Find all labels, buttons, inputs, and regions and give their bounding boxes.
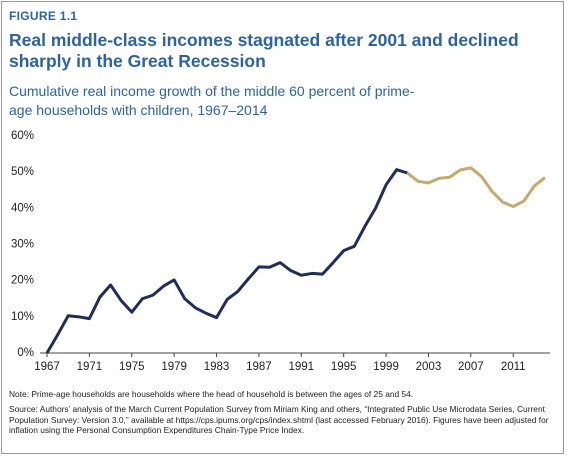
x-tick-label: 1987 xyxy=(246,361,272,373)
source: Source: Authors’ analysis of the March C… xyxy=(9,404,549,435)
x-tick-label: 1979 xyxy=(161,361,187,373)
x-tick-label: 1975 xyxy=(119,361,145,373)
x-tick-label: 1995 xyxy=(331,361,357,373)
x-tick-label: 1991 xyxy=(289,361,315,373)
y-tick-label: 50% xyxy=(11,166,34,178)
y-tick-label: 20% xyxy=(11,275,34,287)
x-tick-label: 2003 xyxy=(416,361,442,373)
chart-subtitle: Cumulative real income growth of the mid… xyxy=(9,83,415,118)
y-tick-label: 10% xyxy=(11,311,34,323)
y-tick-label: 0% xyxy=(17,347,34,359)
x-tick-label: 1999 xyxy=(373,361,399,373)
y-tick-label: 40% xyxy=(11,202,34,214)
x-tick-label: 2011 xyxy=(501,361,526,373)
note: Note: Prime-age households are household… xyxy=(9,389,414,399)
y-tick-label: 60% xyxy=(11,130,34,142)
line-series xyxy=(45,168,408,354)
y-tick-label: 30% xyxy=(11,239,34,251)
figure-label: FIGURE 1.1 xyxy=(9,9,78,23)
x-tick-label: 1967 xyxy=(34,361,60,373)
x-tick-label: 2007 xyxy=(458,361,484,373)
line-series xyxy=(406,166,546,209)
x-tick-label: 1983 xyxy=(204,361,230,373)
chart-title: Real middle-class incomes stagnated afte… xyxy=(9,30,519,71)
x-tick-label: 1971 xyxy=(77,361,103,373)
